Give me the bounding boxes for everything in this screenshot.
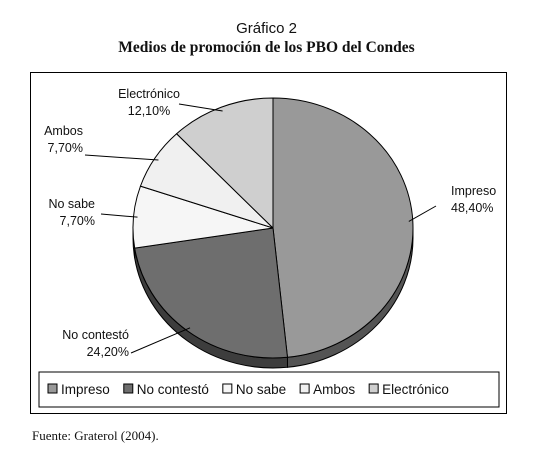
figure-label: Gráfico 2 — [236, 20, 297, 37]
slice-label-impreso: Impreso — [451, 184, 496, 198]
legend-swatch-no-contesto — [123, 383, 134, 394]
legend-entry-impreso: Impreso — [61, 382, 110, 397]
slice-value-no-sabe: 7,70% — [60, 214, 95, 228]
slice-label-no-contesto: No contestó — [62, 328, 129, 342]
slice-label-electronico: Electrónico — [118, 87, 180, 101]
legend-swatch-no-sabe — [222, 383, 233, 394]
leader-line-ambos — [84, 154, 159, 161]
chart-frame: Impreso 48,40% No contestó 24,20% No sabe 7,7… — [30, 72, 507, 414]
legend-entry-ambos: Ambos — [313, 382, 355, 397]
legend-box — [38, 371, 500, 408]
leader-line-no-contesto — [130, 327, 191, 354]
pie-chart: Impreso 48,40% No contestó 24,20% No sabe 7,7… — [38, 87, 500, 408]
legend-entry-no-contesto: No contestó — [137, 382, 209, 397]
pie-slice-electronico — [175, 97, 274, 230]
leader-line-electronico — [178, 103, 223, 112]
pie-slice-no-contesto — [134, 227, 289, 359]
leader-line-impreso — [408, 205, 437, 222]
slice-value-ambos: 7,70% — [48, 141, 83, 155]
legend-entry-no-sabe: No sabe — [236, 382, 286, 397]
slice-value-impreso: 48,40% — [451, 201, 493, 215]
chart-title: Medios de promoción de los PBO del Conde… — [118, 39, 415, 56]
slice-label-ambos: Ambos — [44, 124, 83, 138]
slice-value-electronico: 12,10% — [128, 104, 170, 118]
legend-swatch-impreso — [47, 383, 58, 394]
legend-entry-electronico: Electrónico — [382, 382, 449, 397]
leader-line-no-sabe — [100, 213, 138, 218]
source-note: Fuente: Graterol (2004). — [32, 428, 159, 443]
legend-swatch-ambos — [299, 383, 310, 394]
pie-slice-impreso — [272, 97, 414, 358]
slice-label-no-sabe: No sabe — [48, 197, 95, 211]
slice-value-no-contesto: 24,20% — [87, 345, 129, 359]
legend-swatch-electronico — [368, 383, 379, 394]
